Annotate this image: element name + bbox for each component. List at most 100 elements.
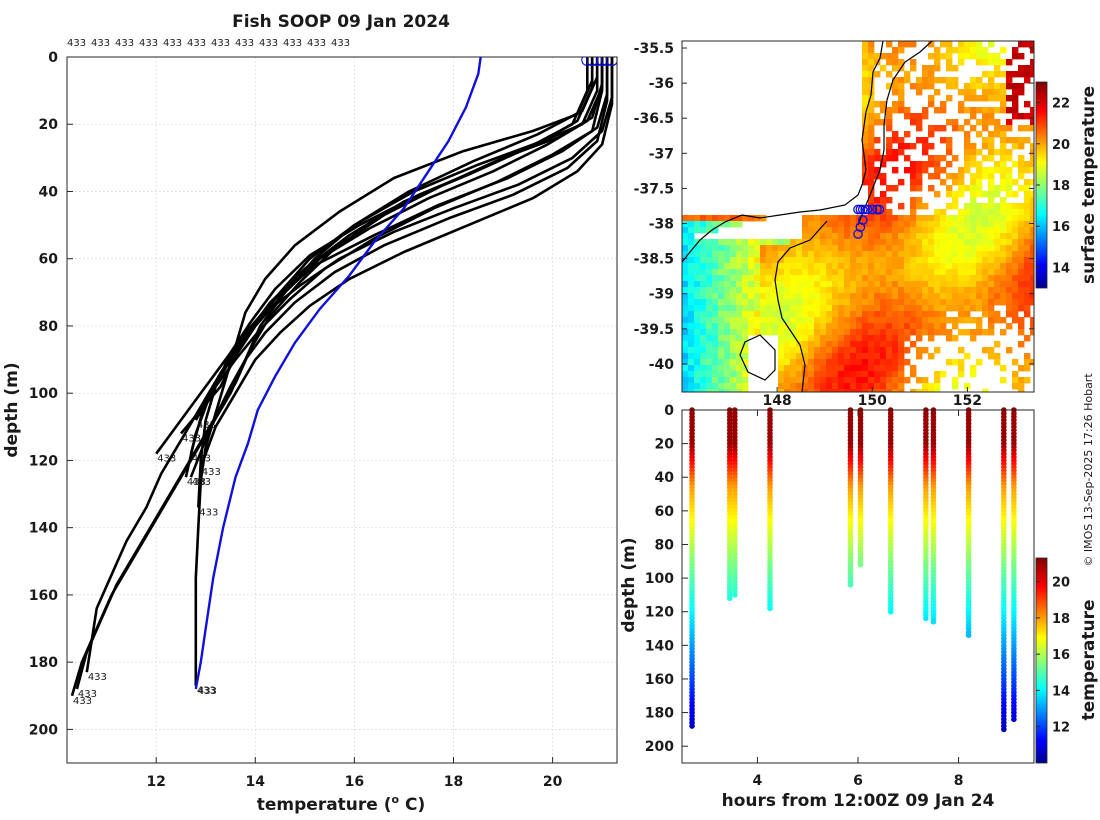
sst-cell [814, 221, 821, 228]
sst-cell [706, 329, 713, 336]
sst-cell [928, 353, 935, 360]
sst-cell [892, 299, 899, 306]
sst-cell [904, 257, 911, 264]
sst-cell [880, 101, 887, 108]
profile-line [75, 57, 604, 690]
sst-cell [790, 389, 797, 392]
station-top-label: 433 [187, 38, 206, 49]
sst-cell [886, 263, 893, 270]
sst-cell [928, 299, 935, 306]
sst-cell [892, 155, 899, 162]
sst-cell [844, 251, 851, 258]
sst-cell [718, 371, 725, 378]
sst-cell [862, 281, 869, 288]
sst-cell [790, 341, 797, 348]
sst-cell [868, 113, 875, 120]
sst-cell [970, 209, 977, 216]
section-casts [689, 407, 1017, 733]
sst-cell [916, 77, 923, 84]
sst-cell [706, 359, 713, 366]
sst-cell [970, 263, 977, 270]
sst-cell [952, 335, 959, 342]
sst-cell [826, 275, 833, 282]
sst-cell [1000, 329, 1007, 336]
sst-cell [952, 215, 959, 222]
sst-cell [988, 149, 995, 156]
sst-cell [736, 371, 743, 378]
sst-cell [736, 239, 743, 246]
sst-cell [796, 263, 803, 270]
sst-cell [862, 365, 869, 372]
sst-cell [832, 353, 839, 360]
sst-cell [994, 59, 1001, 66]
sst-cell [994, 167, 1001, 174]
sst-cell [976, 119, 983, 126]
sst-cell [1000, 263, 1007, 270]
sst-cell [838, 293, 845, 300]
sst-cell [910, 239, 917, 246]
sst-cell [952, 77, 959, 84]
sst-cell [874, 101, 881, 108]
sst-cell [796, 239, 803, 246]
section-y-tick-label: 60 [655, 504, 675, 520]
sst-cell [790, 245, 797, 252]
sst-cell [868, 341, 875, 348]
sst-cell [730, 245, 737, 252]
sst-cell [976, 209, 983, 216]
sst-cell [856, 329, 863, 336]
sst-cell [880, 299, 887, 306]
sst-cell [820, 347, 827, 354]
sst-cell [784, 353, 791, 360]
sst-cell [850, 335, 857, 342]
cast-sample [965, 632, 972, 639]
sst-cell [832, 281, 839, 288]
sst-cell [970, 161, 977, 168]
sst-cell [1018, 281, 1025, 288]
sst-cell [682, 317, 689, 324]
sst-cell [688, 377, 695, 384]
sst-cell [970, 287, 977, 294]
sst-cell [892, 275, 899, 282]
cast-sample [1011, 716, 1017, 723]
sst-cell [982, 275, 989, 282]
track-point [857, 215, 868, 225]
sst-cell [838, 377, 845, 384]
y-tick-label: 20 [39, 117, 59, 133]
sst-cell [706, 293, 713, 300]
sst-cell [946, 95, 953, 102]
sst-cell [946, 269, 953, 276]
sst-cell [748, 317, 755, 324]
sst-cell [910, 293, 917, 300]
sst-cell [1018, 155, 1025, 162]
sst-cell [1012, 53, 1019, 60]
sst-cell [862, 353, 869, 360]
sst-cell [886, 311, 893, 318]
sst-cell [970, 251, 977, 258]
sst-cell [844, 245, 851, 252]
sst-cell [844, 269, 851, 276]
sst-cell [982, 287, 989, 294]
sst-cell [850, 377, 857, 384]
sst-cell [886, 281, 893, 288]
sst-cell [742, 383, 749, 390]
sst-cell [850, 251, 857, 258]
sst-cell [796, 257, 803, 264]
sst-cell [862, 131, 869, 138]
sst-cell [790, 269, 797, 276]
sst-cell [886, 341, 893, 348]
sst-cell [928, 83, 935, 90]
sst-cell [1012, 293, 1019, 300]
sst-cell [718, 299, 725, 306]
sst-cell [892, 311, 899, 318]
sst-cell [1006, 221, 1013, 228]
sst-cell [736, 323, 743, 330]
sst-cell [928, 263, 935, 270]
sst-cell [856, 263, 863, 270]
sst-cell [976, 179, 983, 186]
sst-cell [874, 281, 881, 288]
sst-cell [790, 287, 797, 294]
sst-cell [994, 359, 1001, 366]
sst-cell [922, 317, 929, 324]
sst-cell [988, 95, 995, 102]
